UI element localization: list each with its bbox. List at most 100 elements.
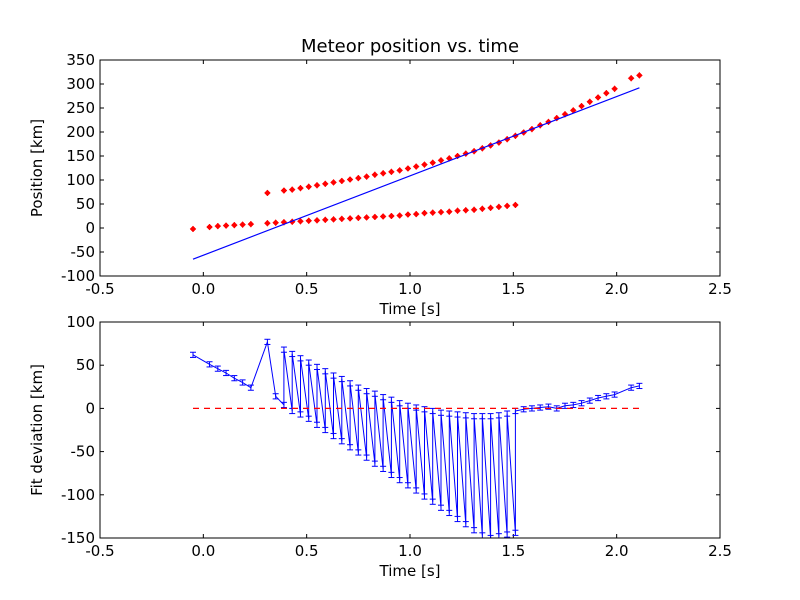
x-tick-label: 0.5 xyxy=(295,542,319,560)
data-marks-position xyxy=(189,72,643,260)
x-tick-label: 0.5 xyxy=(295,280,319,298)
x-tick-label: -0.5 xyxy=(85,280,114,298)
y-tick-label: -150 xyxy=(61,529,95,547)
position-point xyxy=(288,186,296,193)
position-point xyxy=(363,214,370,221)
position-point xyxy=(487,204,494,212)
position-plot: -0.5 0.0 0.5 1.0 1.5 2.0 2.5 -100 -50 0 50 100 150 2… xyxy=(28,36,732,318)
x-tick-label: 1.5 xyxy=(501,542,525,560)
position-point xyxy=(206,223,213,231)
x-tick-label: 1.5 xyxy=(501,280,525,298)
position-point xyxy=(363,173,370,180)
position-point xyxy=(462,206,470,214)
position-point xyxy=(503,202,511,210)
y-tick-label: 100 xyxy=(66,313,95,331)
position-point xyxy=(230,221,238,229)
position-point xyxy=(264,219,271,227)
y-tick-label: -50 xyxy=(71,243,96,261)
position-point xyxy=(272,219,280,227)
position-point xyxy=(421,161,428,168)
y-tick-label: 50 xyxy=(76,356,95,374)
x-tick-label: 2.5 xyxy=(708,542,732,560)
position-point xyxy=(313,216,321,224)
x-tick-labels-position: -0.5 0.0 0.5 1.0 1.5 2.0 2.5 xyxy=(85,280,732,298)
x-tick-label: 2.0 xyxy=(605,542,629,560)
position-point xyxy=(578,102,585,110)
position-point xyxy=(321,180,329,188)
position-point xyxy=(305,217,313,225)
y-tick-label: 200 xyxy=(66,123,95,141)
plot-clip-position xyxy=(189,72,643,260)
position-point xyxy=(404,211,412,218)
position-point xyxy=(354,214,362,222)
position-point xyxy=(470,206,478,214)
position-point xyxy=(437,156,445,164)
linear-fit-line xyxy=(192,87,640,260)
y-tick-label: 0 xyxy=(85,399,95,417)
position-point xyxy=(214,222,222,230)
x-tick-label: 0.0 xyxy=(191,542,215,560)
position-point xyxy=(602,89,610,97)
plot-clip-deviation xyxy=(190,338,643,538)
position-point xyxy=(247,220,255,228)
position-point xyxy=(396,167,404,174)
position-point xyxy=(594,94,602,101)
position-point xyxy=(305,183,313,191)
y-tick-label: 300 xyxy=(66,75,95,93)
position-point xyxy=(338,215,346,223)
position-point xyxy=(371,213,379,221)
y-tick-label: 100 xyxy=(66,171,95,189)
y-tick-label: 350 xyxy=(66,51,95,69)
x-tick-label: 1.0 xyxy=(398,542,422,560)
y-tick-label: 0 xyxy=(85,219,95,237)
position-point xyxy=(239,221,246,228)
position-point xyxy=(189,225,197,233)
position-point xyxy=(429,209,437,216)
x-tick-label: 2.5 xyxy=(708,280,732,298)
position-point xyxy=(586,98,594,106)
position-point xyxy=(388,212,395,220)
y-axis-label-position: Position [km] xyxy=(28,119,46,217)
position-point xyxy=(321,216,329,224)
position-point xyxy=(636,72,643,79)
x-tick-labels-deviation: -0.5 0.0 0.5 1.0 1.5 2.0 2.5 xyxy=(85,542,732,560)
position-point xyxy=(429,159,437,167)
position-point xyxy=(297,184,304,192)
x-axis-label-position: Time [s] xyxy=(379,300,441,318)
position-point xyxy=(222,222,230,229)
x-tick-label: 1.0 xyxy=(398,280,422,298)
y-tick-labels-deviation: -150 -100 -50 0 50 100 xyxy=(61,313,95,547)
position-point xyxy=(454,207,461,215)
chart-title: Meteor position vs. time xyxy=(301,36,519,57)
position-point xyxy=(627,74,635,82)
x-tick-label: 0.0 xyxy=(191,280,215,298)
position-point xyxy=(330,179,337,186)
plot-frame-deviation xyxy=(99,321,721,539)
position-point xyxy=(264,189,271,197)
position-point xyxy=(297,217,304,225)
y-axis-label-deviation: Fit deviation [km] xyxy=(28,364,46,496)
position-point xyxy=(338,177,346,185)
data-marks-deviation xyxy=(190,338,643,538)
position-point xyxy=(611,85,618,93)
position-point xyxy=(379,213,387,220)
position-point xyxy=(495,203,503,211)
plot-frame-position xyxy=(99,59,721,277)
position-point xyxy=(346,176,354,183)
position-point xyxy=(388,168,395,176)
position-point xyxy=(371,171,379,179)
position-point xyxy=(354,174,362,182)
y-tick-labels-position: -100 -50 0 50 100 150 200 250 300 350 xyxy=(61,51,95,285)
position-point xyxy=(445,208,453,216)
y-tick-label: -100 xyxy=(61,267,95,285)
deviation-plot: -0.5 0.0 0.5 1.0 1.5 2.0 2.5 -150 -100 -50 0 50 100… xyxy=(28,313,732,580)
position-point xyxy=(421,209,428,217)
x-tick-label: -0.5 xyxy=(85,542,114,560)
position-point xyxy=(280,187,288,194)
position-point xyxy=(313,181,321,189)
y-tick-label: 150 xyxy=(66,147,95,165)
position-point xyxy=(437,208,445,216)
y-tick-label: -100 xyxy=(61,486,95,504)
position-point xyxy=(512,201,519,209)
